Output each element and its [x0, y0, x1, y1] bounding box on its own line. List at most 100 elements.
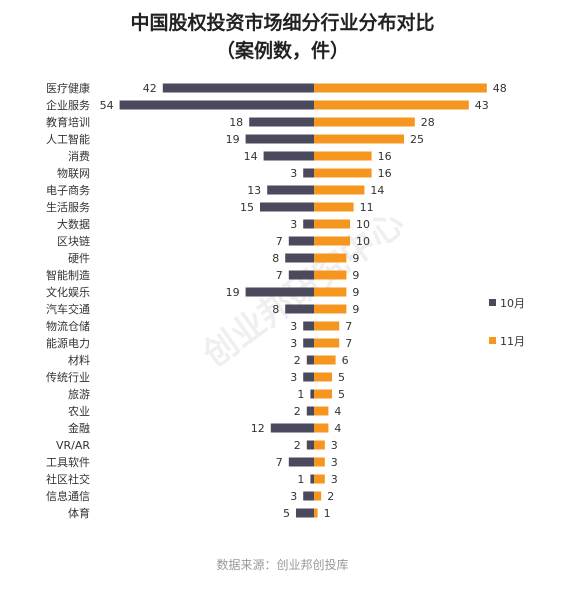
- data-label-10月: 3: [290, 320, 297, 333]
- bar-10月: [285, 253, 314, 263]
- bar-11月: [314, 236, 350, 246]
- chart-subtitle: （案例数，件）: [215, 40, 349, 62]
- bar-11月: [314, 304, 347, 314]
- bar-10月: [306, 406, 314, 416]
- bar-11月: [314, 474, 325, 484]
- data-label-11月: 4: [334, 405, 341, 418]
- category-label: 硬件: [68, 252, 90, 265]
- bar-11月: [314, 423, 329, 433]
- bar-10月: [310, 389, 314, 399]
- data-label-11月: 5: [338, 388, 345, 401]
- data-label-10月: 3: [290, 490, 297, 503]
- bar-11月: [314, 491, 322, 501]
- bar-10月: [303, 338, 314, 348]
- bar-11月: [314, 134, 404, 144]
- data-label-11月: 4: [334, 422, 341, 435]
- data-label-10月: 8: [272, 303, 279, 316]
- legend-swatch: [489, 299, 496, 306]
- data-label-11月: 16: [378, 150, 392, 163]
- data-label-10月: 7: [276, 269, 283, 282]
- data-label-11月: 7: [345, 320, 352, 333]
- category-label: 金融: [68, 421, 90, 435]
- bar-10月: [260, 202, 314, 212]
- data-label-10月: 5: [283, 507, 290, 520]
- category-label: 汽车交通: [46, 302, 90, 316]
- bar-10月: [270, 423, 314, 433]
- category-label: 传统行业: [46, 371, 90, 384]
- data-label-11月: 11: [360, 201, 374, 214]
- bar-11月: [314, 185, 365, 195]
- bar-11月: [314, 168, 372, 178]
- bar-10月: [303, 321, 314, 331]
- data-label-10月: 42: [143, 82, 157, 95]
- data-label-10月: 7: [276, 456, 283, 469]
- data-label-10月: 3: [290, 167, 297, 180]
- data-label-10月: 2: [294, 354, 301, 367]
- data-label-11月: 9: [352, 286, 359, 299]
- category-label: 能源电力: [46, 336, 90, 350]
- data-label-10月: 54: [100, 99, 114, 112]
- data-label-11月: 9: [352, 303, 359, 316]
- data-label-11月: 16: [378, 167, 392, 180]
- data-label-10月: 1: [297, 473, 304, 486]
- data-label-11月: 9: [352, 269, 359, 282]
- bar-11月: [314, 389, 332, 399]
- category-label: 智能制造: [46, 268, 90, 282]
- data-source: 数据来源：创业邦创投库: [216, 558, 349, 572]
- data-label-11月: 2: [327, 490, 334, 503]
- data-label-11月: 9: [352, 252, 359, 265]
- category-label: 文化娱乐: [46, 285, 90, 299]
- data-label-11月: 5: [338, 371, 345, 384]
- bar-11月: [314, 287, 347, 297]
- category-label: 物联网: [57, 166, 90, 180]
- bar-11月: [314, 83, 487, 93]
- data-label-10月: 2: [294, 405, 301, 418]
- data-label-10月: 3: [290, 337, 297, 350]
- category-label: 教育培训: [46, 115, 90, 129]
- data-label-11月: 3: [331, 473, 338, 486]
- bar-10月: [303, 219, 314, 229]
- bar-11月: [314, 457, 325, 467]
- data-label-10月: 8: [272, 252, 279, 265]
- bar-10月: [306, 440, 314, 450]
- category-label: 区块链: [57, 234, 90, 248]
- bar-11月: [314, 508, 318, 518]
- category-label: 农业: [68, 404, 90, 418]
- bar-10月: [263, 151, 314, 161]
- data-label-10月: 15: [240, 201, 254, 214]
- data-label-11月: 1: [324, 507, 331, 520]
- data-label-11月: 10: [356, 218, 370, 231]
- category-label: 电子商务: [46, 183, 90, 197]
- bar-11月: [314, 117, 415, 127]
- bar-11月: [314, 202, 354, 212]
- bar-11月: [314, 338, 340, 348]
- bar-11月: [314, 270, 347, 280]
- category-label: 工具软件: [46, 455, 90, 469]
- category-label: 消费: [68, 149, 90, 163]
- data-label-10月: 3: [290, 371, 297, 384]
- bar-11月: [314, 151, 372, 161]
- data-label-10月: 13: [247, 184, 261, 197]
- data-label-11月: 3: [331, 456, 338, 469]
- data-label-11月: 7: [345, 337, 352, 350]
- category-label: 医疗健康: [46, 81, 90, 95]
- bar-10月: [288, 270, 314, 280]
- category-label: 人工智能: [46, 132, 90, 146]
- data-label-11月: 28: [421, 116, 435, 129]
- category-label: 企业服务: [46, 98, 90, 112]
- bar-10月: [245, 134, 314, 144]
- bar-10月: [119, 100, 314, 110]
- category-label: 生活服务: [46, 200, 90, 214]
- bar-10月: [303, 372, 314, 382]
- category-label: 物流仓储: [46, 319, 90, 333]
- category-label: 体育: [68, 506, 90, 520]
- data-label-10月: 19: [226, 133, 240, 146]
- bar-10月: [288, 236, 314, 246]
- category-label: VR/AR: [56, 439, 90, 452]
- data-label-10月: 3: [290, 218, 297, 231]
- bar-10月: [303, 168, 314, 178]
- bar-10月: [285, 304, 314, 314]
- data-label-11月: 6: [342, 354, 349, 367]
- data-label-10月: 19: [226, 286, 240, 299]
- bar-10月: [162, 83, 314, 93]
